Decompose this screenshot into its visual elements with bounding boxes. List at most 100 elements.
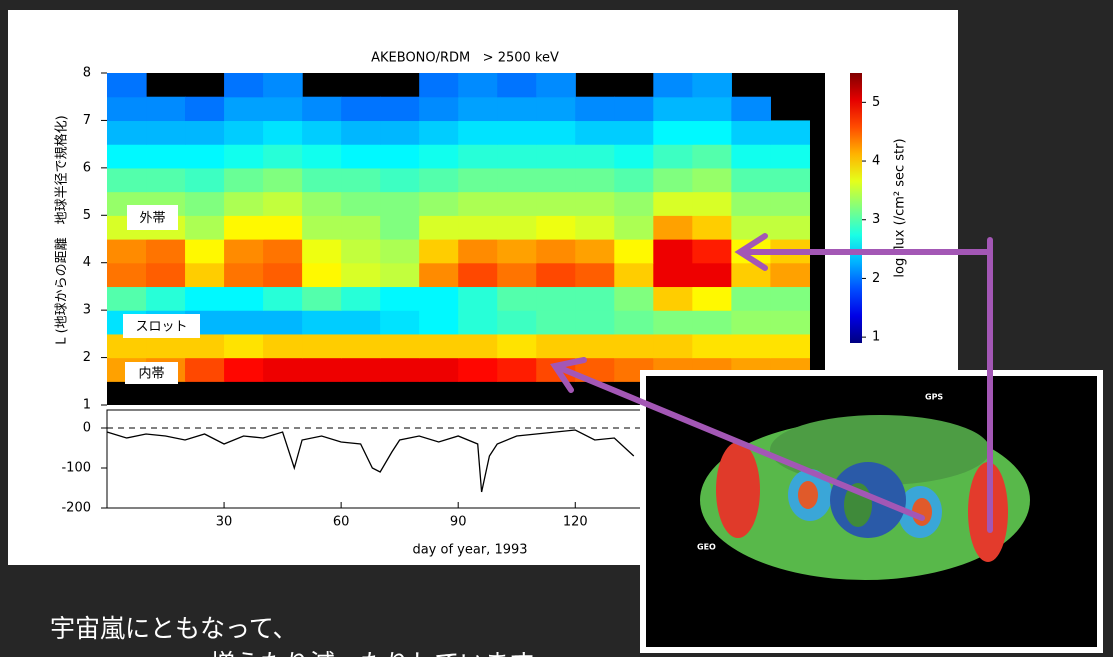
heat-cell [302, 144, 342, 168]
y-tick-label: 2 [83, 350, 91, 365]
colorbar-tick-label: 1 [872, 330, 880, 345]
y-tick-label: 0 [83, 421, 91, 436]
y-tick-label: 5 [83, 208, 91, 223]
annotation: 内帯 [138, 366, 164, 382]
heat-cell [536, 334, 576, 358]
colorbar-label: log flux (/cm² sec str) [893, 138, 908, 277]
heat-cell [770, 310, 810, 334]
heat-cell [380, 358, 420, 382]
heat-cell [107, 73, 147, 97]
heat-cell [653, 73, 693, 97]
heat-cell [380, 239, 420, 263]
heat-cell [224, 192, 264, 216]
heat-cell [536, 263, 576, 287]
heat-cell [146, 120, 186, 144]
heat-cell [770, 120, 810, 144]
heat-cell [302, 334, 342, 358]
heat-cell [770, 144, 810, 168]
inset-label: GPS [925, 393, 943, 402]
heat-cell [224, 310, 264, 334]
heat-cell [341, 310, 381, 334]
heat-cell [341, 334, 381, 358]
heat-cell [497, 358, 537, 382]
heat-cell [692, 144, 732, 168]
heat-cell [185, 239, 225, 263]
heat-cell [458, 192, 498, 216]
heat-cell [419, 97, 459, 121]
y-tick-label: 4 [83, 255, 91, 270]
heat-cell [653, 239, 693, 263]
heat-cell [224, 120, 264, 144]
heat-cell [614, 97, 654, 121]
heat-cell [653, 334, 693, 358]
heat-cell [224, 97, 264, 121]
heat-cell [575, 215, 615, 239]
heat-cell [263, 168, 303, 192]
heat-cell [770, 192, 810, 216]
heat-cell [497, 263, 537, 287]
heat-cell [575, 286, 615, 310]
heat-cell [302, 310, 342, 334]
heat-cell [380, 286, 420, 310]
heat-cell [692, 239, 732, 263]
heat-cell [302, 97, 342, 121]
heat-cell [614, 310, 654, 334]
x-tick-label: 60 [333, 515, 350, 530]
colorbar-tick-label: 2 [872, 271, 880, 286]
heat-cell [146, 144, 186, 168]
x-tick-label: 120 [563, 515, 588, 530]
heat-cell [419, 120, 459, 144]
heat-cell [263, 192, 303, 216]
heat-cell [341, 286, 381, 310]
y-tick-label: 3 [83, 303, 91, 318]
heat-cell [302, 168, 342, 192]
caption: 宇宙嵐にともなって、 [50, 614, 298, 643]
y-tick-label: -100 [61, 461, 91, 476]
heat-cell [380, 168, 420, 192]
heat-cell [497, 144, 537, 168]
heat-cell [263, 310, 303, 334]
heat-cell [107, 97, 147, 121]
heat-cell [185, 144, 225, 168]
heat-cell [419, 73, 459, 97]
heat-cell [458, 215, 498, 239]
heat-cell [302, 358, 342, 382]
heat-cell [146, 263, 186, 287]
heat-cell [341, 192, 381, 216]
heat-cell [341, 168, 381, 192]
heat-cell [185, 263, 225, 287]
heat-cell [770, 263, 810, 287]
heat-cell [224, 358, 264, 382]
heat-cell [341, 97, 381, 121]
heat-cell [263, 263, 303, 287]
heat-cell [731, 120, 771, 144]
heat-cell [419, 168, 459, 192]
heat-cell [692, 73, 732, 97]
heat-cell [497, 168, 537, 192]
heat-cell [497, 97, 537, 121]
colorbar-tick-label: 4 [872, 154, 880, 169]
heat-cell [731, 144, 771, 168]
heat-cell [185, 358, 225, 382]
heat-cell [419, 239, 459, 263]
heat-cell [614, 239, 654, 263]
heat-cell [302, 263, 342, 287]
heat-cell [224, 334, 264, 358]
inset-image: GPS GEO [640, 370, 1103, 653]
heat-cell [653, 168, 693, 192]
heat-cell [419, 358, 459, 382]
heat-cell [380, 310, 420, 334]
heat-cell [575, 97, 615, 121]
heat-cell [302, 192, 342, 216]
heat-cell [536, 144, 576, 168]
heat-cell [302, 286, 342, 310]
heat-cell [692, 334, 732, 358]
slide: 12345678AKEBONO/RDM > 2500 keVL (地球からの距離… [0, 0, 1113, 657]
heat-cell [419, 263, 459, 287]
heat-cell [575, 334, 615, 358]
heat-cell [497, 310, 537, 334]
heat-cell [380, 334, 420, 358]
heat-cell [107, 144, 147, 168]
heat-cell [224, 144, 264, 168]
heat-cell [380, 97, 420, 121]
